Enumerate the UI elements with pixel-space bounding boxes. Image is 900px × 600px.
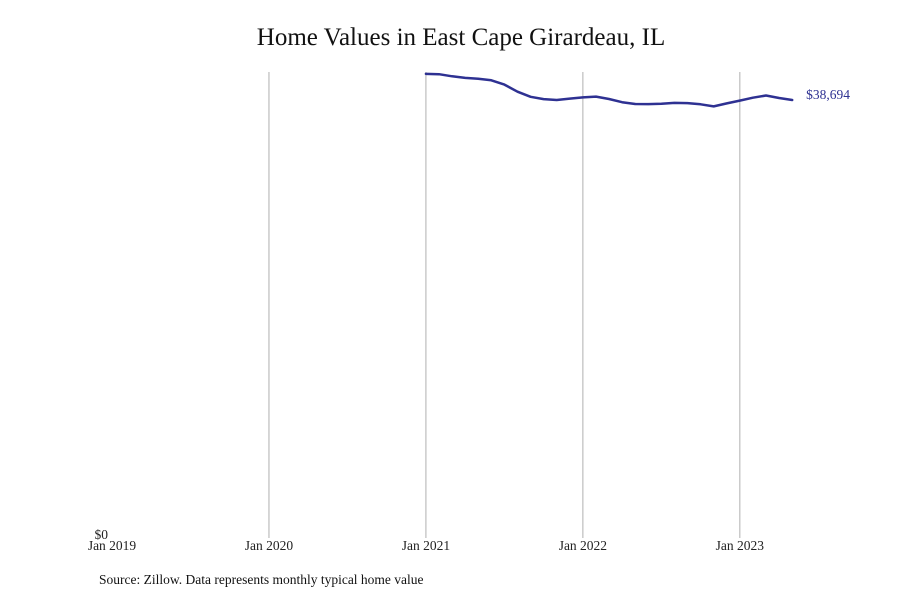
x-tick-label: Jan 2023 xyxy=(716,538,765,553)
x-tick-label: Jan 2019 xyxy=(88,538,137,553)
y-tick-label: $0 xyxy=(95,527,109,542)
x-tick-label: Jan 2020 xyxy=(245,538,294,553)
source-note: Source: Zillow. Data represents monthly … xyxy=(99,572,424,587)
x-tick-label: Jan 2022 xyxy=(559,538,607,553)
gridlines xyxy=(268,72,741,538)
home-value-line xyxy=(424,72,794,108)
series-line-group xyxy=(424,72,794,108)
chart-title: Home Values in East Cape Girardeau, IL xyxy=(256,24,666,51)
axis-labels: Jan 2019 Jan 2020 Jan 2021 Jan 2022 Jan 2023… xyxy=(88,87,850,553)
end-value-label: $38,694 xyxy=(806,87,850,102)
x-tick-label: Jan 2021 xyxy=(402,538,450,553)
